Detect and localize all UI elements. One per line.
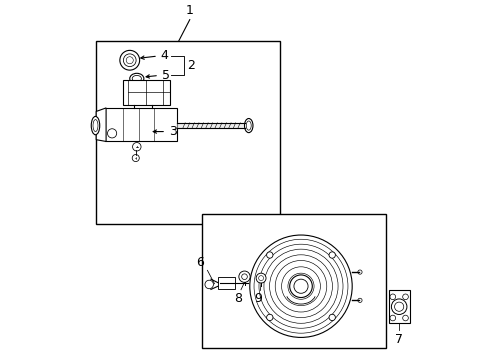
Circle shape <box>266 314 272 321</box>
Ellipse shape <box>244 118 252 132</box>
Text: 2: 2 <box>187 59 195 72</box>
Circle shape <box>132 154 139 162</box>
Ellipse shape <box>91 116 100 135</box>
Ellipse shape <box>129 73 143 84</box>
Text: 8: 8 <box>234 292 242 305</box>
Text: 1: 1 <box>185 4 193 17</box>
Text: 4: 4 <box>160 49 168 62</box>
Text: 6: 6 <box>196 256 203 269</box>
Circle shape <box>256 273 265 283</box>
Circle shape <box>120 50 140 70</box>
Circle shape <box>107 129 117 138</box>
Circle shape <box>328 252 335 258</box>
Circle shape <box>249 235 351 337</box>
Circle shape <box>289 275 312 297</box>
Bar <box>202 214 385 348</box>
Bar <box>96 41 279 224</box>
Bar <box>388 290 409 323</box>
Circle shape <box>204 280 213 289</box>
Circle shape <box>328 314 335 321</box>
Text: 3: 3 <box>168 125 176 138</box>
Text: 5: 5 <box>161 69 169 82</box>
Bar <box>218 277 235 289</box>
Bar <box>105 108 177 141</box>
Circle shape <box>357 270 361 274</box>
Circle shape <box>357 298 361 302</box>
Text: 9: 9 <box>254 292 262 305</box>
Text: 7: 7 <box>394 333 402 346</box>
Circle shape <box>238 271 250 282</box>
Polygon shape <box>96 108 106 141</box>
Circle shape <box>132 143 141 151</box>
Bar <box>122 80 170 105</box>
Circle shape <box>266 252 272 258</box>
